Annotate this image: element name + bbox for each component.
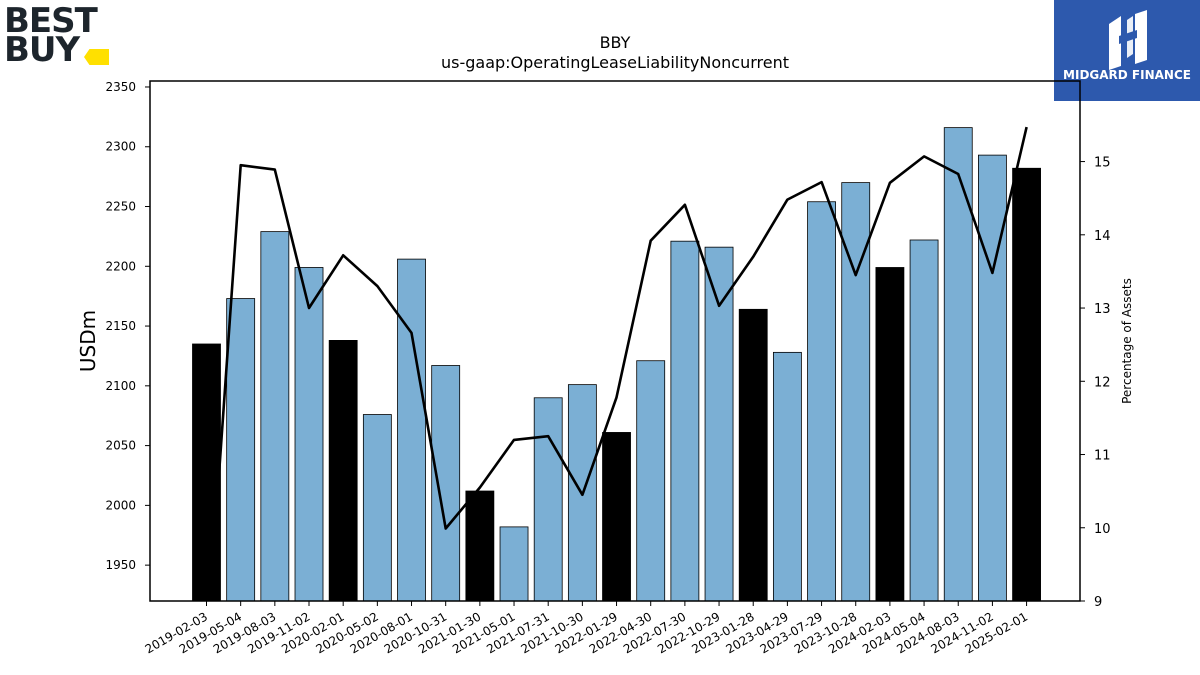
- y-tick-label: 2050: [105, 439, 136, 453]
- percent-line-series: [208, 126, 1028, 601]
- bar-2020-02-01: [328, 340, 358, 602]
- bar-2022-10-29: [704, 246, 734, 602]
- y2-tick-label: 15: [1094, 156, 1111, 171]
- y-tick-label: 2150: [105, 319, 136, 333]
- bar-2023-01-28: [738, 308, 768, 602]
- y-tick-label: 2100: [105, 379, 136, 393]
- y-tick-label: 2000: [105, 498, 136, 512]
- y-tick-label: 1950: [105, 558, 136, 572]
- y2-tick-label: 11: [1094, 449, 1111, 464]
- bar-2023-04-29: [772, 351, 802, 602]
- bar-2022-04-30: [636, 360, 666, 602]
- bar-2020-08-01: [397, 258, 426, 602]
- y-tick-label: 2300: [105, 140, 136, 154]
- bar-2019-08-03: [260, 231, 290, 602]
- bar-2019-02-03: [192, 343, 221, 602]
- y-tick-label: 2350: [105, 80, 136, 94]
- y2-tick-label: 14: [1094, 229, 1111, 244]
- percent-of-assets-line: [208, 126, 1028, 601]
- bar-2021-05-01: [499, 526, 529, 602]
- logo-word-best: BEST: [4, 1, 98, 41]
- best-buy-logo: BEST BUY: [4, 4, 114, 68]
- bar-2020-05-02: [362, 414, 392, 602]
- bar-2021-01-30: [465, 490, 495, 602]
- bar-2024-08-03: [943, 127, 973, 602]
- midgard-finance-logo: MIDGARD FINANCE: [1054, 0, 1200, 101]
- bar-2024-05-04: [909, 239, 939, 602]
- y2-tick-label: 13: [1094, 302, 1111, 317]
- bar-2022-01-29: [602, 432, 631, 602]
- y-tick-label: 2250: [105, 200, 136, 214]
- price-tag-icon: [84, 49, 109, 65]
- midgard-finance-name: MIDGARD FINANCE: [1063, 68, 1191, 82]
- y2-tick-label: 10: [1094, 522, 1111, 537]
- chart-subtitle: us-gaap:OperatingLeaseLiabilityNoncurren…: [441, 53, 789, 72]
- bar-2020-10-31: [431, 365, 461, 602]
- bar-series: [192, 127, 1041, 602]
- y-axis-label: USDm: [76, 310, 100, 372]
- y2-axis-label: Percentage of Assets: [1120, 278, 1134, 404]
- bar-2024-11-02: [978, 154, 1007, 602]
- bar-2019-11-02: [294, 267, 324, 602]
- logo-word-buy: BUY: [4, 30, 80, 70]
- midgard-mark-icon: [1109, 10, 1147, 70]
- y2-tick-label: 9: [1094, 595, 1102, 610]
- bar-2021-07-31: [533, 397, 563, 602]
- plot-frame: [149, 80, 1081, 602]
- bar-2022-07-30: [670, 240, 700, 602]
- bar-2019-05-04: [226, 298, 256, 602]
- chart-title: BBY: [600, 33, 631, 52]
- bar-2025-02-01: [1012, 167, 1041, 602]
- bar-2024-02-03: [875, 267, 905, 602]
- y-tick-label: 2200: [105, 259, 136, 273]
- y2-tick-label: 12: [1094, 375, 1111, 390]
- bar-2023-07-29: [807, 201, 836, 602]
